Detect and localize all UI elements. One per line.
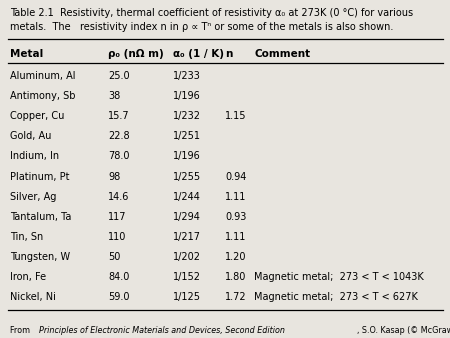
Text: 25.0: 25.0 [108,71,130,81]
Text: Indium, In: Indium, In [10,151,59,162]
Text: 15.7: 15.7 [108,111,130,121]
Text: 1.15: 1.15 [225,111,247,121]
Text: From: From [10,326,32,335]
Text: Aluminum, Al: Aluminum, Al [10,71,76,81]
Text: 98: 98 [108,172,120,182]
Text: α₀ (1 / K): α₀ (1 / K) [173,49,224,59]
Text: 84.0: 84.0 [108,272,130,282]
Text: Magnetic metal;  273 < T < 1043K: Magnetic metal; 273 < T < 1043K [254,272,424,282]
Text: 1/196: 1/196 [173,91,201,101]
Text: 1.20: 1.20 [225,252,247,262]
Text: 0.93: 0.93 [225,212,247,222]
Text: 1/232: 1/232 [173,111,201,121]
Text: 78.0: 78.0 [108,151,130,162]
Text: 50: 50 [108,252,121,262]
Text: 1/202: 1/202 [173,252,201,262]
Text: ρ₀ (nΩ m): ρ₀ (nΩ m) [108,49,164,59]
Text: Copper, Cu: Copper, Cu [10,111,64,121]
Text: 110: 110 [108,232,126,242]
Text: 1/125: 1/125 [173,292,201,302]
Text: 1/196: 1/196 [173,151,201,162]
Text: 1/251: 1/251 [173,131,201,141]
Text: 1.11: 1.11 [225,232,247,242]
Text: 22.8: 22.8 [108,131,130,141]
Text: Principles of Electronic Materials and Devices, Second Edition: Principles of Electronic Materials and D… [39,326,285,335]
Text: 1/294: 1/294 [173,212,201,222]
Text: 117: 117 [108,212,126,222]
Text: Tin, Sn: Tin, Sn [10,232,43,242]
Text: , S.O. Kasap (© McGraw-Hill, 2002): , S.O. Kasap (© McGraw-Hill, 2002) [356,326,450,335]
Text: 1/217: 1/217 [173,232,201,242]
Text: Platinum, Pt: Platinum, Pt [10,172,69,182]
Text: Nickel, Ni: Nickel, Ni [10,292,56,302]
Text: 1.11: 1.11 [225,192,247,202]
Text: 0.94: 0.94 [225,172,247,182]
Text: Iron, Fe: Iron, Fe [10,272,46,282]
Text: Table 2.1  Resistivity, thermal coefficient of resistivity α₀ at 273K (0 °C) for: Table 2.1 Resistivity, thermal coefficie… [10,8,413,19]
Text: 59.0: 59.0 [108,292,130,302]
Text: Antimony, Sb: Antimony, Sb [10,91,76,101]
Text: 1/152: 1/152 [173,272,201,282]
Text: Tantalum, Ta: Tantalum, Ta [10,212,71,222]
Text: 1/255: 1/255 [173,172,202,182]
Text: Gold, Au: Gold, Au [10,131,51,141]
Text: Magnetic metal;  273 < T < 627K: Magnetic metal; 273 < T < 627K [254,292,418,302]
Text: 1/233: 1/233 [173,71,201,81]
Text: Tungsten, W: Tungsten, W [10,252,70,262]
Text: Metal: Metal [10,49,43,59]
Text: metals.  The   resistivity index n in ρ ∝ Tⁿ or some of the metals is also shown: metals. The resistivity index n in ρ ∝ T… [10,22,393,32]
Text: 1.80: 1.80 [225,272,247,282]
Text: 1.72: 1.72 [225,292,247,302]
Text: Silver, Ag: Silver, Ag [10,192,56,202]
Text: 38: 38 [108,91,120,101]
Text: 1/244: 1/244 [173,192,201,202]
Text: 14.6: 14.6 [108,192,130,202]
Text: n: n [225,49,232,59]
Text: Comment: Comment [254,49,310,59]
